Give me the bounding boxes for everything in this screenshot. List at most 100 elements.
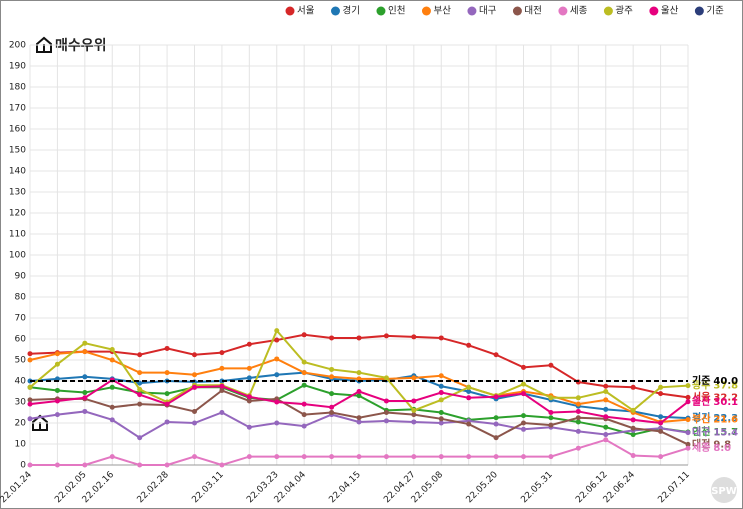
- series-point: [246, 454, 252, 460]
- series-point: [630, 417, 636, 423]
- series-point: [658, 454, 664, 460]
- series-point: [603, 414, 609, 420]
- series-point: [466, 454, 472, 460]
- end-label: 대전 9.8: [692, 437, 731, 450]
- series-point: [301, 423, 307, 429]
- series-point: [109, 347, 115, 352]
- series-point: [685, 445, 691, 451]
- series-point: [411, 454, 417, 460]
- series-point: [301, 370, 307, 376]
- series-point: [493, 421, 499, 427]
- series-point: [411, 398, 417, 404]
- y-tick-label: 130: [9, 188, 26, 198]
- series-point: [603, 383, 609, 389]
- y-tick-label: 30: [15, 398, 27, 408]
- series-point: [219, 365, 225, 371]
- series-point: [548, 410, 554, 415]
- series-point: [575, 395, 581, 401]
- series-point: [356, 389, 362, 394]
- end-label-name: 광주: [692, 380, 710, 392]
- series-point: [575, 401, 581, 407]
- series-point: [685, 417, 691, 423]
- end-label: 울산 30.1: [692, 395, 738, 408]
- series-point: [27, 462, 33, 468]
- series-point: [54, 361, 60, 367]
- series-point: [548, 362, 554, 368]
- series-point: [493, 454, 499, 460]
- end-label-name: 대구: [692, 426, 710, 439]
- series-point: [685, 441, 691, 447]
- series-point: [27, 416, 33, 422]
- end-label-name: 서울: [692, 390, 710, 403]
- legend-marker: [421, 6, 431, 16]
- end-label-name: 부산: [692, 413, 711, 426]
- series-point: [575, 415, 581, 421]
- end-label-name: 기준: [692, 374, 710, 387]
- legend-marker: [285, 6, 295, 16]
- series-point: [164, 419, 170, 425]
- series-point: [438, 335, 444, 341]
- end-label-name: 세종: [692, 441, 710, 454]
- y-tick-label: 80: [15, 293, 27, 303]
- series-point: [630, 432, 636, 438]
- end-label-name: 인천: [692, 425, 710, 438]
- series-point: [192, 454, 197, 460]
- series-point: [137, 435, 143, 441]
- series-point: [521, 413, 526, 419]
- series-point: [438, 373, 444, 379]
- series-point: [630, 425, 636, 431]
- series-point: [274, 372, 280, 378]
- series-point: [466, 395, 472, 401]
- series-point: [493, 435, 499, 441]
- series-point: [192, 372, 197, 378]
- series-point: [658, 414, 664, 420]
- end-label-name: 울산: [692, 395, 711, 408]
- series-point: [246, 398, 252, 404]
- series-point: [630, 407, 636, 413]
- series-point: [54, 398, 60, 404]
- series-point: [658, 428, 664, 434]
- series-point: [274, 356, 280, 362]
- series-point: [685, 383, 691, 389]
- end-label: 세종 8.0: [692, 441, 731, 454]
- series-point: [219, 383, 225, 389]
- series-point: [274, 420, 280, 426]
- y-tick-label: 110: [9, 230, 26, 240]
- end-label-value: 37.8: [713, 381, 738, 392]
- series-point: [82, 374, 88, 380]
- end-label: 광주 37.8: [692, 380, 738, 392]
- series-point: [82, 395, 88, 401]
- series-point: [356, 454, 362, 460]
- end-label-value: 9.8: [713, 439, 731, 450]
- series-point: [383, 410, 389, 415]
- end-label: 대구 15.4: [692, 426, 738, 439]
- end-label-value: 21.6: [713, 415, 738, 426]
- series-point: [356, 393, 362, 399]
- series-point: [329, 374, 335, 380]
- series-point: [356, 335, 362, 341]
- series-point: [329, 454, 335, 460]
- series-point: [164, 391, 170, 397]
- series-point: [575, 428, 581, 434]
- series-point: [356, 370, 362, 376]
- y-tick-label: 150: [9, 146, 26, 156]
- series-point: [192, 408, 197, 414]
- series-point: [685, 394, 691, 400]
- series-point: [164, 401, 170, 407]
- legend-marker: [694, 6, 704, 16]
- legend-marker: [330, 6, 340, 16]
- end-label: 기준 40.0: [692, 374, 738, 387]
- series-point: [137, 370, 143, 376]
- end-label-value: 15.4: [713, 428, 738, 439]
- series-point: [137, 401, 143, 407]
- series-point: [383, 375, 389, 381]
- series-point: [219, 350, 225, 356]
- series-point: [54, 351, 60, 357]
- series-point: [246, 341, 252, 347]
- series-point: [411, 375, 417, 381]
- series-point: [411, 334, 417, 340]
- series-point: [466, 384, 472, 390]
- series-point: [27, 397, 33, 403]
- y-tick-label: 10: [15, 440, 27, 450]
